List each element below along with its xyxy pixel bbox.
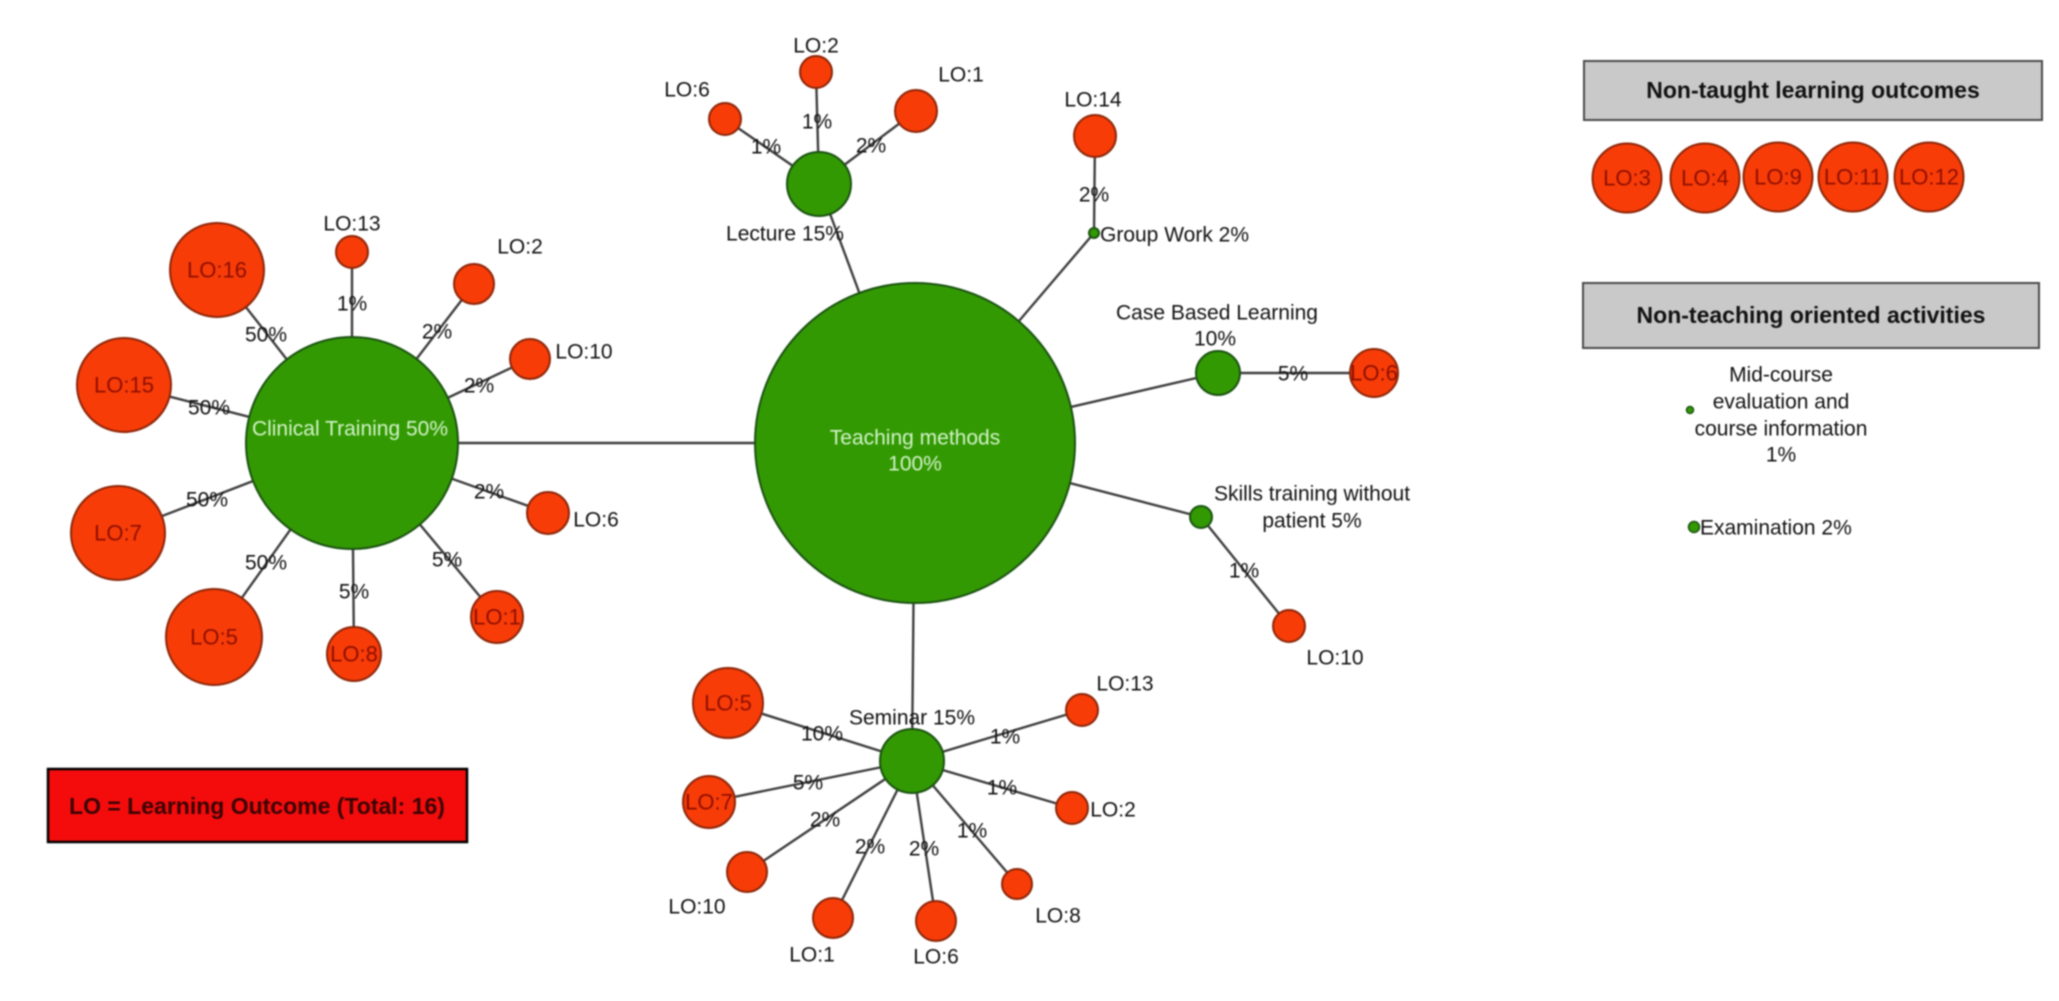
svg-text:LO:7: LO:7: [94, 521, 142, 546]
svg-text:LO:11: LO:11: [1824, 165, 1882, 190]
svg-text:Non-taught learning outcomes: Non-taught learning outcomes: [1646, 77, 1980, 103]
svg-text:5%: 5%: [432, 548, 462, 571]
svg-text:1%: 1%: [1229, 559, 1259, 582]
svg-text:LO:6: LO:6: [913, 945, 959, 968]
svg-text:LO:3: LO:3: [1603, 166, 1651, 191]
svg-text:Skills training without: Skills training without: [1214, 482, 1410, 505]
svg-text:Case Based Learning: Case Based Learning: [1116, 301, 1318, 324]
svg-text:2%: 2%: [422, 320, 452, 343]
svg-text:LO:1: LO:1: [473, 605, 521, 630]
svg-text:5%: 5%: [1278, 362, 1308, 385]
svg-text:LO:10: LO:10: [1306, 646, 1363, 669]
svg-text:Group Work 2%: Group Work 2%: [1100, 223, 1249, 246]
svg-text:Mid-course: Mid-course: [1729, 363, 1833, 386]
svg-text:LO:2: LO:2: [1090, 798, 1136, 821]
svg-text:1%: 1%: [337, 292, 367, 315]
svg-text:Non-teaching oriented activiti: Non-teaching oriented activities: [1637, 302, 1986, 328]
svg-text:LO:5: LO:5: [704, 691, 752, 716]
svg-text:LO:16: LO:16: [187, 258, 247, 283]
svg-text:100%: 100%: [888, 452, 942, 475]
svg-text:5%: 5%: [339, 580, 369, 603]
svg-text:50%: 50%: [186, 488, 228, 511]
svg-text:LO:14: LO:14: [1064, 88, 1122, 111]
svg-text:1%: 1%: [1766, 443, 1796, 466]
svg-text:LO:12: LO:12: [1899, 165, 1959, 190]
svg-text:LO:13: LO:13: [1096, 672, 1153, 695]
svg-text:50%: 50%: [188, 396, 230, 419]
svg-text:Seminar 15%: Seminar 15%: [849, 706, 975, 729]
svg-text:10%: 10%: [1194, 327, 1236, 350]
svg-text:LO:1: LO:1: [938, 63, 984, 86]
svg-text:5%: 5%: [793, 771, 823, 794]
svg-text:patient 5%: patient 5%: [1262, 509, 1361, 532]
svg-text:2%: 2%: [474, 480, 504, 503]
svg-text:10%: 10%: [801, 722, 843, 745]
svg-text:course information: course information: [1695, 417, 1868, 440]
svg-text:50%: 50%: [245, 551, 287, 574]
svg-text:2%: 2%: [909, 837, 939, 860]
svg-text:LO = Learning Outcome (Total:: LO = Learning Outcome (Total: 16): [69, 793, 445, 819]
svg-text:LO:10: LO:10: [555, 340, 612, 363]
svg-text:LO:13: LO:13: [323, 212, 380, 235]
svg-text:LO:6: LO:6: [573, 508, 619, 531]
svg-text:LO:1: LO:1: [789, 943, 835, 966]
svg-text:1%: 1%: [987, 776, 1017, 799]
svg-text:LO:4: LO:4: [1681, 166, 1729, 191]
svg-text:2%: 2%: [810, 808, 840, 831]
svg-text:1%: 1%: [990, 725, 1020, 748]
svg-text:50%: 50%: [245, 323, 287, 346]
svg-text:Lecture 15%: Lecture 15%: [726, 222, 844, 245]
svg-text:LO:7: LO:7: [685, 790, 733, 815]
svg-text:LO:2: LO:2: [793, 34, 839, 57]
svg-text:Teaching methods: Teaching methods: [830, 426, 1000, 449]
svg-text:LO:6: LO:6: [1350, 361, 1398, 386]
svg-text:2%: 2%: [1079, 183, 1109, 206]
svg-text:1%: 1%: [957, 819, 987, 842]
svg-text:LO:15: LO:15: [94, 373, 154, 398]
svg-text:2%: 2%: [856, 134, 886, 157]
svg-text:LO:5: LO:5: [190, 625, 238, 650]
svg-text:Clinical Training 50%: Clinical Training 50%: [252, 417, 448, 440]
svg-text:LO:6: LO:6: [664, 78, 710, 101]
svg-text:LO:8: LO:8: [330, 642, 378, 667]
svg-text:evaluation and: evaluation and: [1713, 390, 1850, 413]
svg-text:LO:9: LO:9: [1754, 165, 1802, 190]
svg-text:Examination 2%: Examination 2%: [1700, 516, 1852, 539]
svg-text:1%: 1%: [802, 110, 832, 133]
svg-text:2%: 2%: [464, 374, 494, 397]
svg-text:LO:10: LO:10: [668, 895, 725, 918]
svg-text:1%: 1%: [751, 135, 781, 158]
svg-text:LO:8: LO:8: [1035, 904, 1081, 927]
svg-text:LO:2: LO:2: [497, 235, 543, 258]
svg-text:2%: 2%: [855, 835, 885, 858]
